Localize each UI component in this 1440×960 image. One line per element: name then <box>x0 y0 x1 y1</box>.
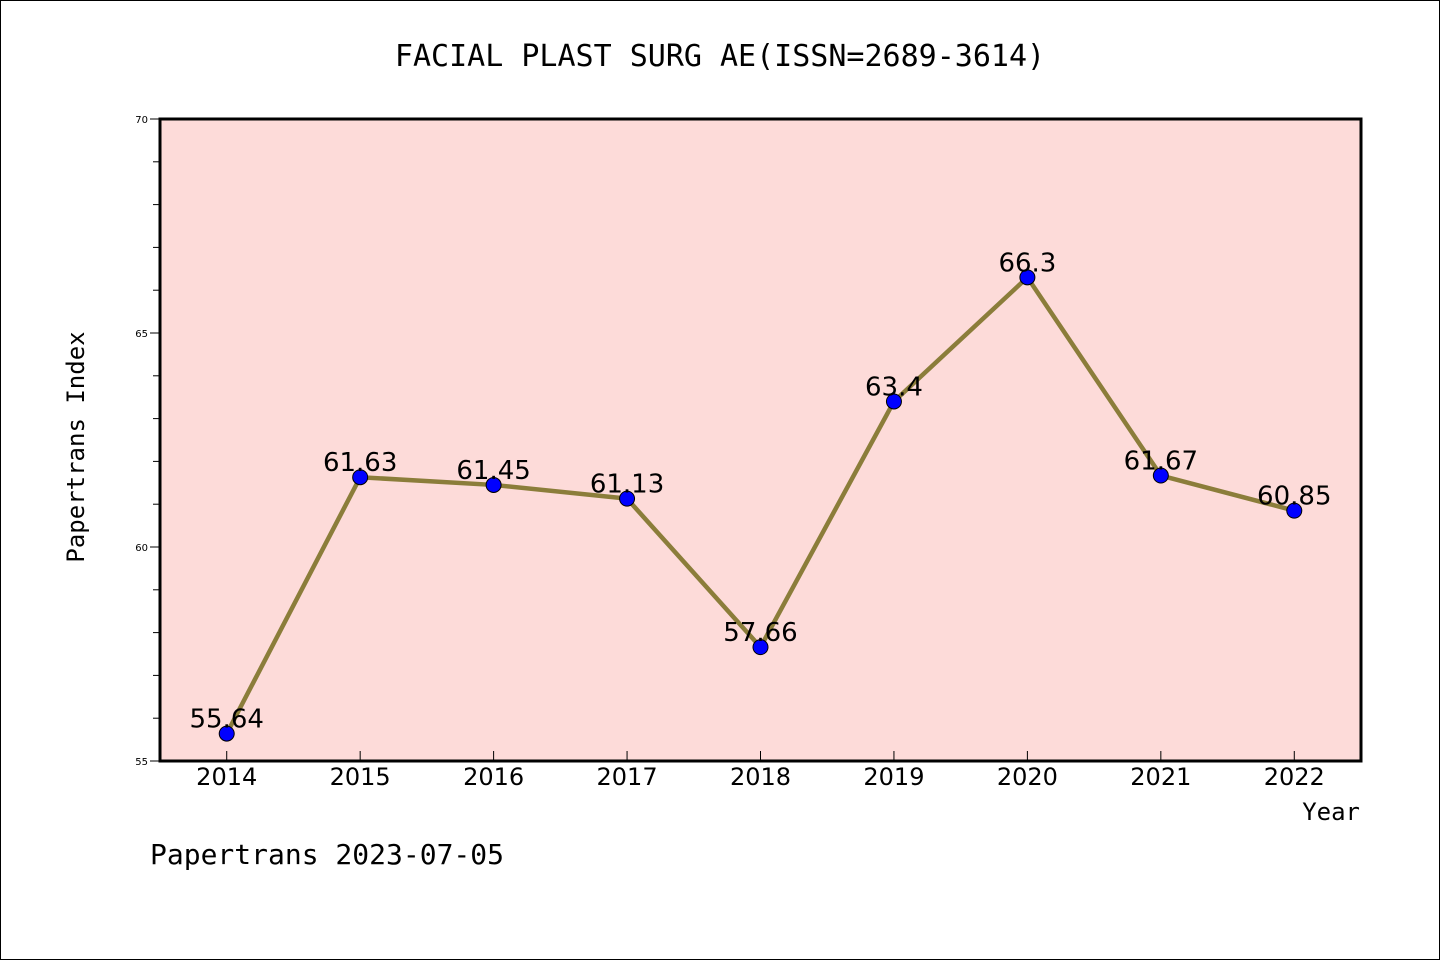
y-axis-ticks: 55 60 65 70 <box>135 115 160 768</box>
y-tick-label: 70 <box>135 115 148 126</box>
data-label: 61.63 <box>323 448 397 478</box>
data-label: 61.67 <box>1124 447 1198 477</box>
x-tick-label: 2015 <box>330 763 391 791</box>
data-point <box>1019 269 1036 286</box>
x-tick-label: 2022 <box>1264 763 1325 791</box>
x-tick-label: 2016 <box>463 763 524 791</box>
x-tick-label: 2020 <box>997 763 1058 791</box>
chart-title: FACIAL PLAST SURG AE(ISSN=2689-3614) <box>395 39 1045 74</box>
data-label: 55.64 <box>190 705 264 735</box>
data-point <box>1152 467 1169 484</box>
x-tick-label: 2014 <box>196 763 257 791</box>
x-tick-label: 2019 <box>863 763 924 791</box>
data-point <box>619 490 636 507</box>
y-tick-label: 60 <box>135 543 148 554</box>
y-axis-label: Papertrans Index <box>62 331 90 562</box>
data-label: 61.13 <box>590 470 664 500</box>
y-tick-label: 55 <box>135 757 148 768</box>
x-axis-ticks: 2014 2015 2016 2017 2018 2019 2020 2021 2022 <box>196 751 1325 791</box>
x-tick-label: 2017 <box>597 763 658 791</box>
data-label: 60.85 <box>1257 482 1331 512</box>
data-point <box>352 469 369 486</box>
x-axis-label: Year <box>1302 798 1360 826</box>
data-labels: 55.64 61.63 61.45 61.13 57.66 63.4 66.3 61.67 60… <box>190 248 1332 734</box>
footer-date: Papertrans 2023-07-05 <box>150 838 504 871</box>
plot-area <box>160 119 1361 761</box>
data-markers <box>218 269 1303 742</box>
data-point <box>885 393 902 410</box>
data-point <box>752 639 769 656</box>
x-tick-label: 2021 <box>1130 763 1191 791</box>
y-tick-label: 65 <box>135 329 148 340</box>
plot-border <box>158 117 1363 763</box>
data-point <box>1286 502 1303 519</box>
data-label: 61.45 <box>456 456 530 486</box>
data-label: 57.66 <box>723 618 797 648</box>
data-label: 63.4 <box>865 372 923 402</box>
x-tick-label: 2018 <box>730 763 791 791</box>
data-point <box>218 725 235 742</box>
data-point <box>485 476 502 493</box>
data-label: 66.3 <box>998 248 1056 278</box>
